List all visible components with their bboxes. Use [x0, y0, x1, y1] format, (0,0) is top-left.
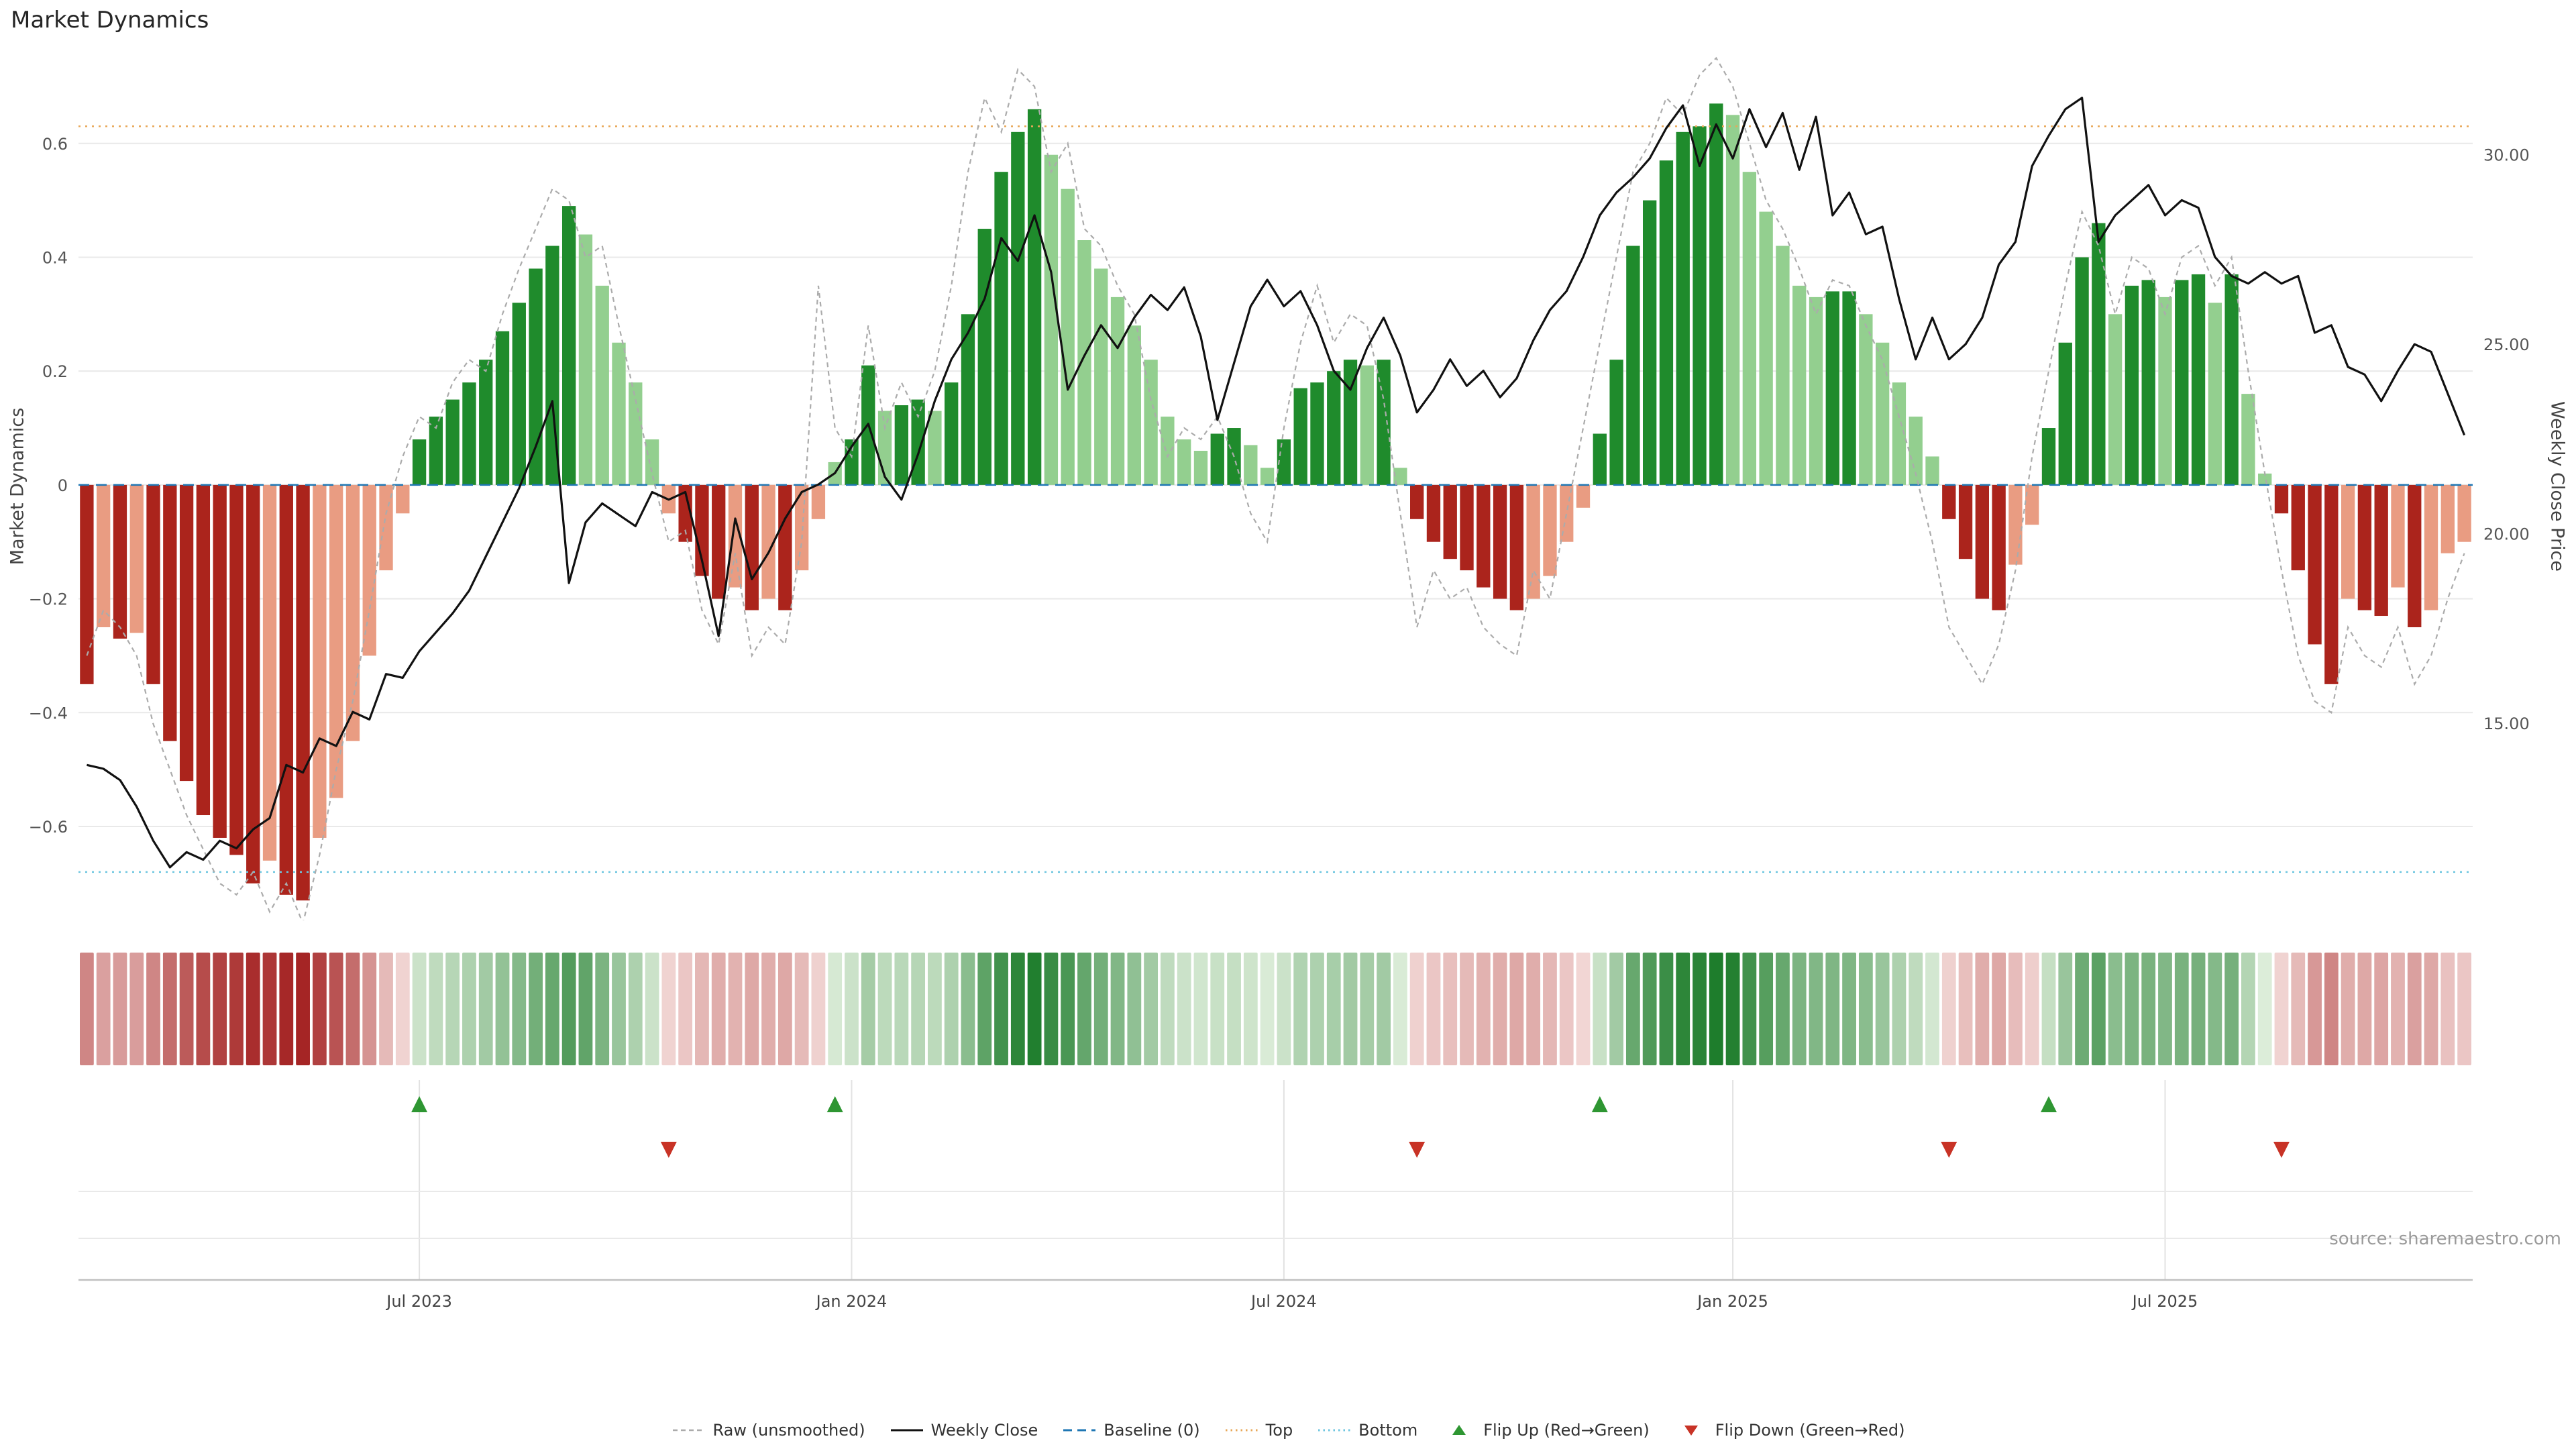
gridlines	[78, 142, 2473, 1281]
flip-up-icon	[826, 1096, 843, 1112]
flip_down-swatch-icon	[1684, 1426, 1698, 1436]
legend-label: Flip Up (Red→Green)	[1483, 1421, 1650, 1440]
axis-tick-labels: 0.6 0.4 0.2 0 −0.2 −0.4 −0.6 30.00 25.00 20.00 15.…	[29, 135, 2530, 1311]
svg-text:Jan 2025: Jan 2025	[1696, 1292, 1768, 1311]
svg-text:15.00: 15.00	[2483, 714, 2530, 733]
svg-text:0: 0	[58, 476, 68, 495]
legend-label: Baseline (0)	[1104, 1421, 1200, 1440]
svg-text:0.2: 0.2	[42, 362, 68, 381]
legend-item-bottom: Bottom	[1317, 1421, 1417, 1440]
flip-down-icon	[1409, 1142, 1426, 1158]
flip-down-icon	[2273, 1142, 2290, 1158]
weekly-close-line	[87, 97, 2466, 869]
svg-text:−0.2: −0.2	[29, 590, 68, 609]
legend-label: Raw (unsmoothed)	[712, 1421, 865, 1440]
flip-markers	[411, 1096, 2290, 1158]
baseline-swatch-icon	[1063, 1429, 1096, 1432]
legend-item-flip_down: Flip Down (Green→Red)	[1674, 1421, 1905, 1440]
raw-unsmoothed-line	[86, 56, 2465, 920]
svg-text:Jan 2024: Jan 2024	[815, 1292, 888, 1311]
heatmap-strip	[80, 953, 2471, 1065]
legend-label: Weekly Close	[930, 1421, 1038, 1440]
dynamics-bars	[80, 103, 2471, 901]
page-title: Market Dynamics	[11, 7, 209, 34]
svg-text:30.00: 30.00	[2483, 146, 2530, 165]
top-swatch-icon	[1225, 1429, 1258, 1432]
svg-text:Jul 2024: Jul 2024	[1250, 1292, 1317, 1311]
svg-text:25.00: 25.00	[2483, 335, 2530, 354]
flip-up-icon	[411, 1096, 428, 1112]
legend-label: Top	[1265, 1421, 1293, 1440]
source-credit: source: sharemaestro.com	[2329, 1229, 2561, 1249]
legend-item-flip_up: Flip Up (Red→Green)	[1442, 1421, 1650, 1440]
flip_up-swatch-icon	[1452, 1425, 1466, 1435]
svg-text:−0.4: −0.4	[29, 704, 68, 722]
legend-item-raw: Raw (unsmoothed)	[672, 1421, 865, 1440]
legend-label: Bottom	[1358, 1421, 1418, 1440]
legend-item-close: Weekly Close	[890, 1421, 1038, 1440]
flip-up-icon	[2040, 1096, 2057, 1112]
svg-text:0.4: 0.4	[42, 248, 68, 267]
svg-text:Jul 2025: Jul 2025	[2131, 1292, 2198, 1311]
legend-label: Flip Down (Green→Red)	[1715, 1421, 1905, 1440]
close-swatch-icon	[890, 1429, 923, 1432]
svg-text:20.00: 20.00	[2483, 525, 2530, 544]
svg-text:0.6: 0.6	[42, 135, 68, 154]
flip-up-icon	[1591, 1096, 1608, 1112]
legend: Raw (unsmoothed) Weekly Close Baseline (0)…	[0, 1421, 2576, 1440]
flip-down-icon	[660, 1142, 677, 1158]
raw-swatch-icon	[672, 1429, 705, 1432]
svg-text:Jul 2023: Jul 2023	[385, 1292, 452, 1311]
svg-text:−0.6: −0.6	[29, 818, 68, 837]
reference-lines	[78, 125, 2473, 873]
flip-down-icon	[1941, 1142, 1957, 1158]
bottom-swatch-icon	[1318, 1429, 1351, 1432]
legend-item-top: Top	[1224, 1421, 1293, 1440]
legend-item-baseline: Baseline (0)	[1062, 1421, 1200, 1440]
